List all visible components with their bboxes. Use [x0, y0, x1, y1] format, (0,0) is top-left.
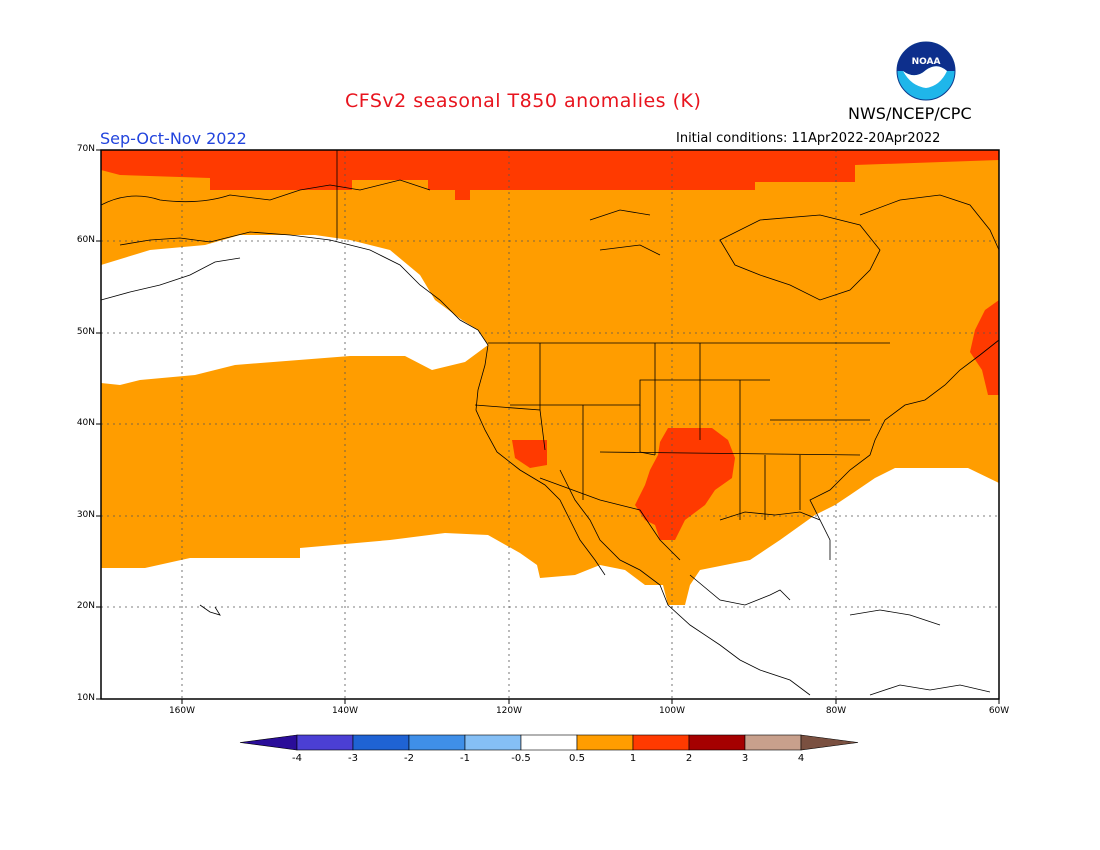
season-label: Sep-Oct-Nov 2022	[100, 129, 247, 148]
chart-title: CFSv2 seasonal T850 anomalies (K)	[345, 90, 702, 112]
anomaly-region-warm2-southwest	[512, 440, 547, 468]
lat-label-40n: 40N	[76, 418, 95, 428]
anomaly-region-warm2-arctic	[101, 150, 999, 200]
lon-label-80w: 80W	[825, 706, 847, 716]
agency-label: NWS/NCEP/CPC	[848, 104, 972, 123]
colorbar-label: -2	[404, 753, 414, 764]
anomaly-region-warm2-northeast	[970, 300, 999, 395]
lat-label-60n: 60N	[76, 235, 95, 245]
colorbar-swatch	[632, 734, 690, 751]
colorbar-swatch	[352, 734, 410, 751]
lon-label-140w: 140W	[331, 706, 359, 716]
lon-label-120w: 120W	[495, 706, 523, 716]
anomaly-region-warm1	[101, 150, 999, 605]
colorbar-label: -3	[348, 753, 358, 764]
colorbar-label: 1	[629, 753, 637, 764]
colorbar-label: -0.5	[511, 753, 531, 764]
colorbar-label: -1	[460, 753, 470, 764]
colorbar-label: 3	[741, 753, 749, 764]
coastlines	[100, 179, 1000, 696]
lat-label-20n: 20N	[76, 601, 95, 611]
lat-label-10n: 10N	[76, 693, 95, 703]
colorbar	[239, 734, 859, 751]
colorbar-swatch	[296, 734, 354, 751]
lat-label-50n: 50N	[76, 327, 95, 337]
colorbar-swatch	[688, 734, 746, 751]
colorbar-arrow-low	[239, 734, 298, 751]
lat-label-70n: 70N	[76, 144, 95, 154]
colorbar-label: 0.5	[569, 753, 585, 764]
colorbar-swatch	[576, 734, 634, 751]
political-borders	[336, 150, 890, 561]
lon-label-160w: 160W	[168, 706, 196, 716]
noaa-logo-icon: NOAA	[896, 41, 956, 101]
colorbar-swatch	[520, 734, 578, 751]
colorbar-label: 4	[797, 753, 805, 764]
lat-label-30n: 30N	[76, 510, 95, 520]
colorbar-arrow-high	[800, 734, 859, 751]
axis-ticks	[96, 149, 1000, 704]
colorbar-swatch	[744, 734, 802, 751]
noaa-logo-text: NOAA	[912, 57, 941, 67]
colorbar-label: -4	[292, 753, 302, 764]
initial-conditions-label: Initial conditions: 11Apr2022-20Apr2022	[676, 131, 941, 146]
colorbar-swatch	[408, 734, 466, 751]
colorbar-swatch	[464, 734, 522, 751]
lon-label-100w: 100W	[658, 706, 686, 716]
lon-label-60w: 60W	[988, 706, 1010, 716]
colorbar-label: 2	[685, 753, 693, 764]
graticule	[101, 150, 999, 699]
anomaly-region-warm2-plains	[635, 428, 735, 540]
